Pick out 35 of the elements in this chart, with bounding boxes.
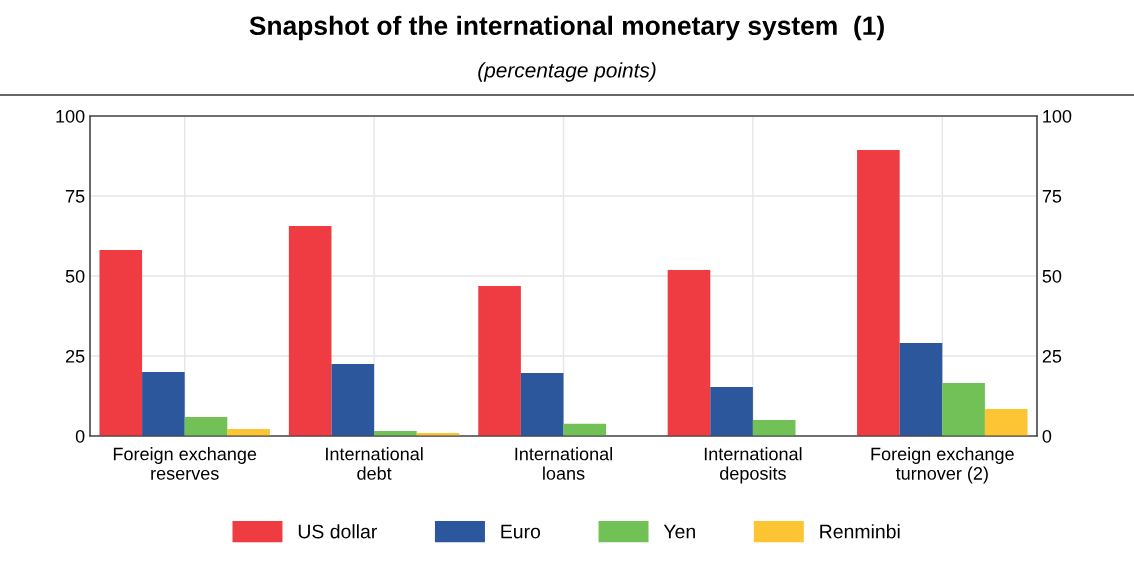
bar xyxy=(142,372,185,436)
bar xyxy=(857,149,900,436)
bar xyxy=(710,387,753,436)
x-tick-label: International deposits xyxy=(704,447,802,484)
y2-tick-label: 100 xyxy=(1043,109,1072,123)
legend-label: Renminbi xyxy=(820,524,900,539)
bar xyxy=(984,409,1028,436)
chart-title: Snapshot of the international monetary system (1) xyxy=(249,15,884,41)
y-tick-label: 25 xyxy=(65,349,85,363)
x-tick-label: Foreign exchange reserves xyxy=(113,447,257,480)
bar xyxy=(520,372,564,436)
bar xyxy=(99,250,143,436)
bar xyxy=(667,269,711,436)
y2-tick-label: 25 xyxy=(1042,349,1062,363)
bar xyxy=(942,382,985,436)
x-tick-label: International debt xyxy=(326,447,423,480)
y-tick-label: 50 xyxy=(65,269,85,283)
y-tick-label: 75 xyxy=(65,190,85,203)
legend-label: Euro xyxy=(501,524,541,539)
y2-tick-label: 50 xyxy=(1042,269,1062,283)
y-tick-label: 0 xyxy=(75,429,85,443)
bar xyxy=(331,364,375,436)
y-tick-label: 100 xyxy=(56,109,85,123)
bar xyxy=(899,342,943,436)
y2-tick-label: 0 xyxy=(1042,429,1052,443)
x-tick-label: International loans xyxy=(515,447,612,480)
chart-subtitle: (percentage points) xyxy=(478,62,656,82)
bar xyxy=(288,226,332,436)
legend-label: US dollar xyxy=(298,524,377,539)
x-tick-label: Foreign exchange turnover (2) xyxy=(871,447,1014,484)
y2-tick-label: 75 xyxy=(1042,190,1062,203)
bar xyxy=(478,285,521,436)
legend-label: Yen xyxy=(663,524,695,539)
bar xyxy=(752,420,796,436)
bar xyxy=(184,417,228,436)
